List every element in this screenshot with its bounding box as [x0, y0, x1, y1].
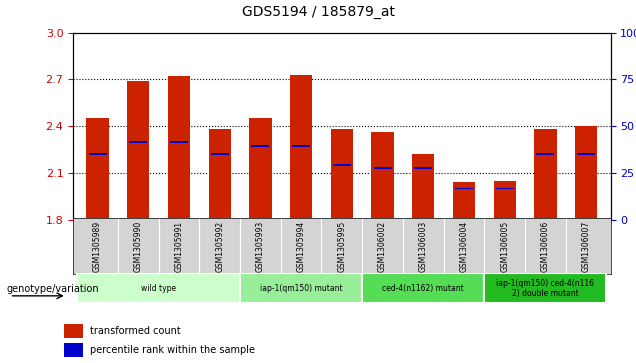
Bar: [453, 182, 475, 220]
Text: GSM1305991: GSM1305991: [174, 221, 184, 272]
Bar: [209, 129, 231, 220]
Text: iap-1(qm150) ced-4(n116
2) double mutant: iap-1(qm150) ced-4(n116 2) double mutant: [497, 278, 595, 298]
Bar: [292, 146, 310, 147]
Bar: [290, 75, 312, 220]
Bar: [168, 76, 190, 220]
Bar: [251, 146, 270, 147]
Text: ced-4(n1162) mutant: ced-4(n1162) mutant: [382, 284, 464, 293]
Text: transformed count: transformed count: [90, 326, 181, 336]
Text: GSM1306006: GSM1306006: [541, 221, 550, 272]
Text: GSM1306005: GSM1306005: [500, 221, 509, 272]
Bar: [455, 188, 473, 189]
Bar: [575, 126, 597, 220]
Bar: [485, 273, 607, 303]
Bar: [170, 141, 188, 143]
Bar: [414, 167, 432, 169]
Text: wild type: wild type: [141, 284, 176, 293]
Bar: [363, 273, 485, 303]
Bar: [371, 132, 394, 220]
Text: genotype/variation: genotype/variation: [6, 284, 99, 294]
Text: GSM1305994: GSM1305994: [296, 221, 306, 272]
Text: GSM1306007: GSM1306007: [582, 221, 591, 272]
Bar: [127, 81, 149, 220]
Bar: [86, 118, 109, 220]
Bar: [64, 343, 83, 356]
Bar: [577, 153, 595, 155]
Text: GSM1305989: GSM1305989: [93, 221, 102, 272]
Bar: [249, 118, 272, 220]
Bar: [534, 129, 556, 220]
Bar: [240, 273, 363, 303]
Bar: [88, 153, 106, 155]
Bar: [494, 181, 516, 220]
Bar: [129, 141, 148, 143]
Text: GSM1305992: GSM1305992: [215, 221, 225, 272]
Bar: [495, 188, 514, 189]
Text: GSM1306002: GSM1306002: [378, 221, 387, 272]
Text: GSM1306004: GSM1306004: [459, 221, 469, 272]
Text: percentile rank within the sample: percentile rank within the sample: [90, 345, 255, 355]
Text: GSM1305995: GSM1305995: [337, 221, 347, 272]
Bar: [373, 167, 392, 169]
Bar: [211, 153, 229, 155]
Bar: [536, 153, 555, 155]
Text: GDS5194 / 185879_at: GDS5194 / 185879_at: [242, 5, 394, 20]
Text: GSM1305990: GSM1305990: [134, 221, 142, 272]
Bar: [77, 273, 240, 303]
Bar: [331, 129, 353, 220]
Text: GSM1306003: GSM1306003: [418, 221, 428, 272]
Bar: [64, 324, 83, 338]
Text: GSM1305993: GSM1305993: [256, 221, 265, 272]
Bar: [412, 154, 434, 220]
Bar: [333, 164, 351, 166]
Text: iap-1(qm150) mutant: iap-1(qm150) mutant: [260, 284, 342, 293]
